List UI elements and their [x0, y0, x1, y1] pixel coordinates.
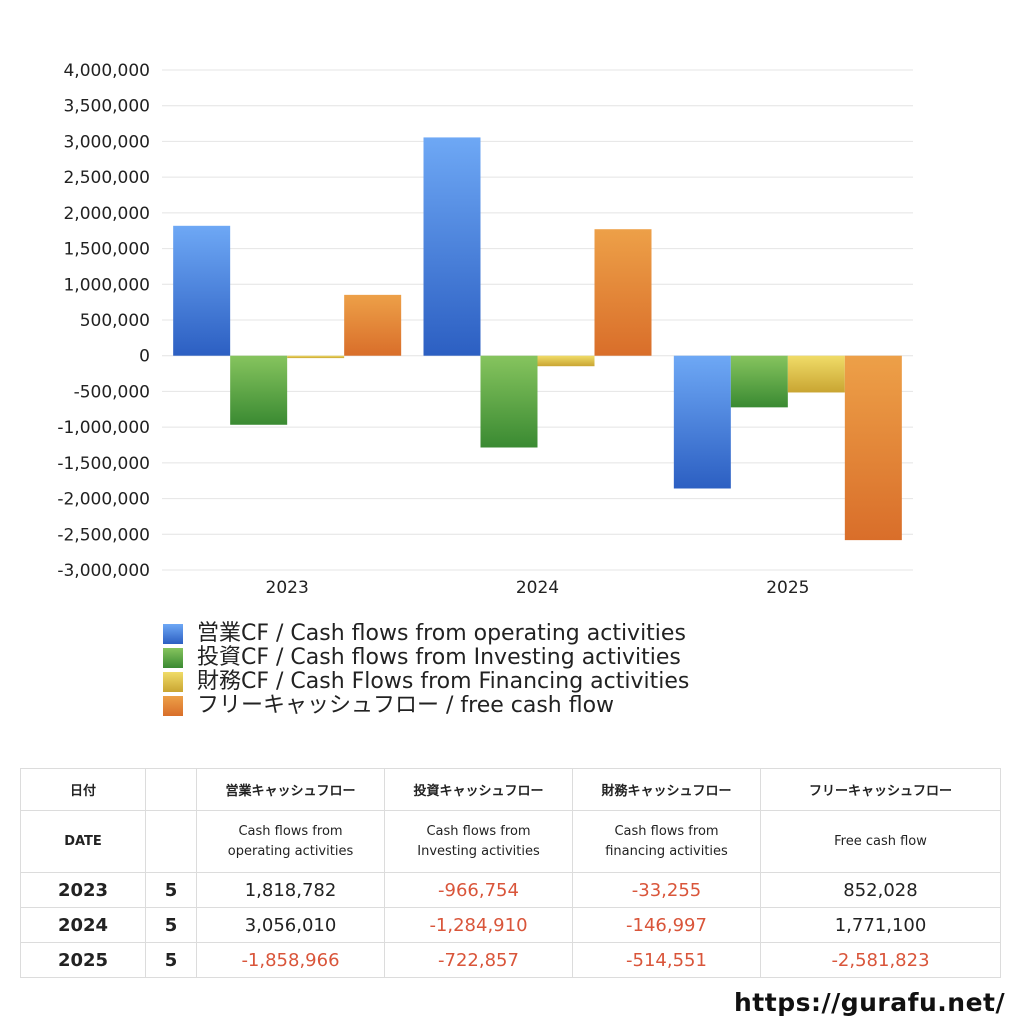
row-free: 1,771,100	[760, 907, 1001, 943]
header-investing-en: Cash flows from Investing activities	[384, 810, 573, 873]
table-row: 2023 5 1,818,782 -966,754 -33,255 852,02…	[20, 872, 1001, 908]
header-free-en: Free cash flow	[760, 810, 1001, 873]
legend-swatch-investing	[163, 648, 183, 668]
header-financing-en-line1: Cash flows from	[614, 823, 719, 839]
legend-swatch-free	[163, 696, 183, 716]
header-operating-en-line1: Cash flows from	[238, 823, 343, 839]
x-tick-label: 2024	[516, 578, 559, 598]
table-row: 2025 5 -1,858,966 -722,857 -514,551 -2,5…	[20, 942, 1001, 978]
header-operating-en: Cash flows from operating activities	[196, 810, 385, 873]
header-blank	[145, 768, 197, 811]
y-tick-label: 3,000,000	[63, 132, 150, 152]
legend-item-free: フリーキャッシュフロー / free cash flow	[163, 694, 689, 718]
y-tick-label: -2,000,000	[57, 490, 150, 510]
header-financing-en-line2: financing activities	[605, 843, 728, 859]
y-tick-label: 3,500,000	[63, 97, 150, 117]
row-operating: -1,858,966	[196, 942, 385, 978]
legend-label-free: フリーキャッシュフロー / free cash flow	[197, 693, 615, 718]
bar-investing-2023	[230, 355, 288, 425]
y-tick-label: 2,000,000	[63, 204, 150, 224]
x-axis-labels: 2023 2024 2025	[266, 578, 810, 598]
bar-operating-2023	[173, 225, 231, 356]
row-operating: 3,056,010	[196, 907, 385, 943]
header-investing-ja: 投資キャッシュフロー	[384, 768, 573, 811]
y-tick-label: -1,000,000	[57, 418, 150, 438]
table-row: 2024 5 3,056,010 -1,284,910 -146,997 1,7…	[20, 907, 1001, 943]
row-year: 2023	[20, 872, 146, 908]
row-free: 852,028	[760, 872, 1001, 908]
y-tick-label: 4,000,000	[63, 61, 150, 81]
row-year: 2024	[20, 907, 146, 943]
x-tick-label: 2025	[766, 578, 809, 598]
cash-flow-table: 日付 営業キャッシュフロー 投資キャッシュフロー 財務キャッシュフロー フリーキ…	[20, 768, 1001, 978]
legend-item-financing: 財務CF / Cash Flows from Financing activit…	[163, 670, 689, 694]
bar-operating-2025	[673, 355, 731, 489]
row-month: 5	[145, 942, 197, 978]
legend-item-operating: 営業CF / Cash flows from operating activit…	[163, 622, 689, 646]
row-operating: 1,818,782	[196, 872, 385, 908]
table-header-ja: 日付 営業キャッシュフロー 投資キャッシュフロー 財務キャッシュフロー フリーキ…	[20, 768, 1001, 811]
legend-swatch-operating	[163, 624, 183, 644]
legend-label-financing: 財務CF / Cash Flows from Financing activit…	[197, 669, 690, 694]
row-year: 2025	[20, 942, 146, 978]
header-operating-ja: 営業キャッシュフロー	[196, 768, 385, 811]
header-free-ja: フリーキャッシュフロー	[760, 768, 1001, 811]
row-investing: -722,857	[384, 942, 573, 978]
header-investing-en-line1: Cash flows from	[426, 823, 531, 839]
row-financing: -33,255	[572, 872, 761, 908]
bar-free-2025	[844, 355, 902, 541]
cash-flow-bar-chart: 4,000,000 3,500,000 3,000,000 2,500,000 2,00…	[57, 61, 913, 598]
bar-free-2024	[594, 229, 652, 356]
y-tick-label: 1,000,000	[63, 275, 150, 295]
row-financing: -146,997	[572, 907, 761, 943]
legend-label-operating: 営業CF / Cash flows from operating activit…	[197, 621, 686, 646]
legend-item-investing: 投資CF / Cash flows from Investing activit…	[163, 646, 689, 670]
legend: 営業CF / Cash flows from operating activit…	[163, 622, 689, 718]
site-url: https://gurafu.net/	[734, 988, 1006, 1017]
gridlines	[162, 69, 913, 571]
header-date-en: DATE	[20, 810, 146, 873]
bar-financing-2023	[287, 355, 345, 359]
row-financing: -514,551	[572, 942, 761, 978]
bar-investing-2025	[730, 355, 788, 408]
y-tick-label: -500,000	[74, 382, 150, 402]
header-operating-en-line2: operating activities	[227, 843, 354, 859]
legend-label-investing: 投資CF / Cash flows from Investing activit…	[197, 645, 681, 670]
row-month: 5	[145, 872, 197, 908]
header-date-ja: 日付	[20, 768, 146, 811]
bar-financing-2024	[537, 355, 595, 367]
y-tick-label: -3,000,000	[57, 561, 150, 581]
bar-investing-2024	[480, 355, 538, 448]
y-tick-label: 2,500,000	[63, 168, 150, 188]
row-month: 5	[145, 907, 197, 943]
y-tick-label: -1,500,000	[57, 454, 150, 474]
row-free: -2,581,823	[760, 942, 1001, 978]
y-tick-label: 0	[139, 347, 150, 367]
x-tick-label: 2023	[266, 578, 309, 598]
legend-swatch-financing	[163, 672, 183, 692]
header-financing-en: Cash flows from financing activities	[572, 810, 761, 873]
header-financing-ja: 財務キャッシュフロー	[572, 768, 761, 811]
bar-operating-2024	[423, 137, 481, 356]
row-investing: -966,754	[384, 872, 573, 908]
y-tick-label: 1,500,000	[63, 240, 150, 260]
header-blank-en	[145, 810, 197, 873]
row-investing: -1,284,910	[384, 907, 573, 943]
table-header-en: DATE Cash flows from operating activities…	[20, 810, 1001, 873]
y-axis-ticks: 4,000,000 3,500,000 3,000,000 2,500,000 2,00…	[57, 61, 150, 581]
header-investing-en-line2: Investing activities	[417, 843, 540, 859]
bar-free-2023	[344, 294, 402, 356]
y-tick-label: -2,500,000	[57, 525, 150, 545]
bars	[173, 137, 902, 541]
y-tick-label: 500,000	[80, 311, 150, 331]
bar-financing-2025	[787, 355, 845, 393]
